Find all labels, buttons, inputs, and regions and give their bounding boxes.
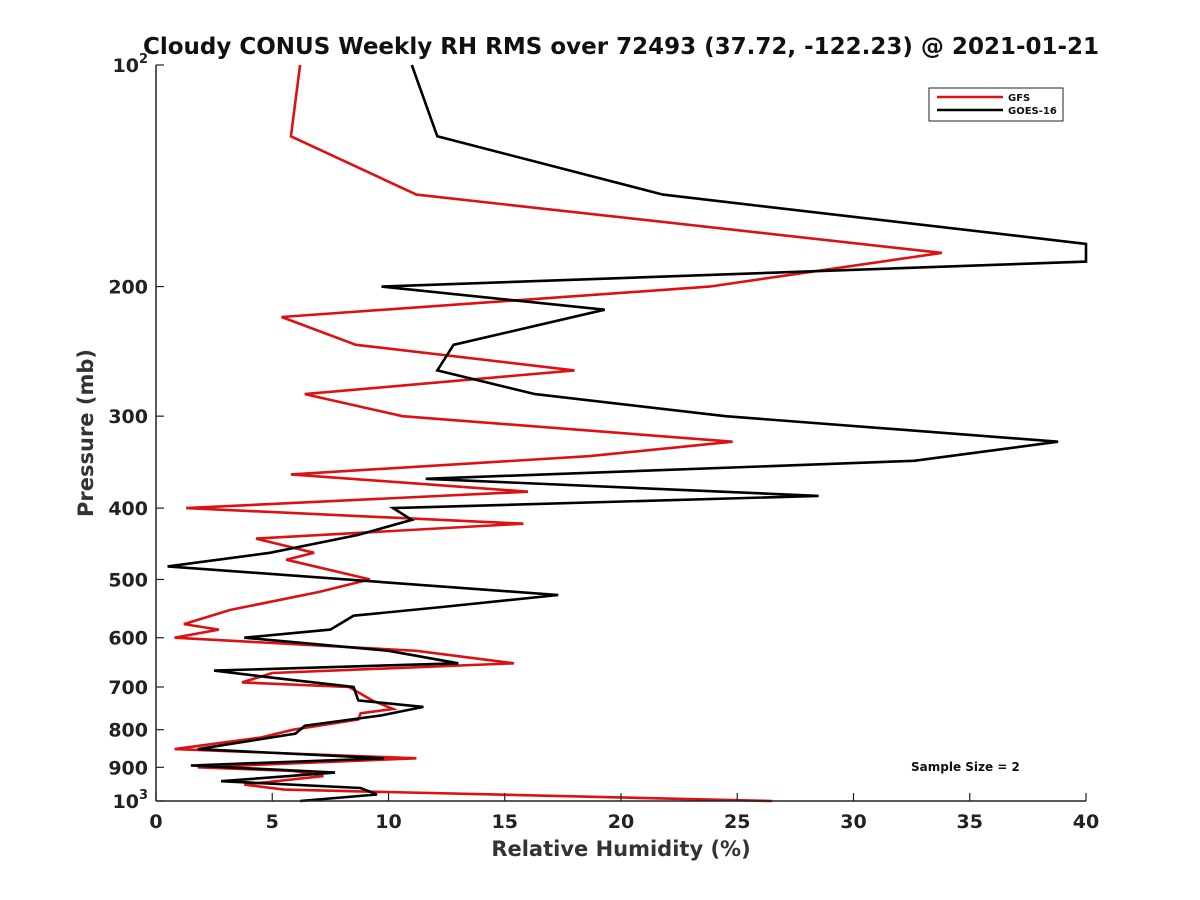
y-tick-label: 400 [108, 498, 148, 520]
y-tick-label: 800 [108, 720, 148, 742]
y-axis-label: Pressure (mb) [74, 349, 98, 517]
x-tick-label: 35 [957, 811, 983, 833]
series-layer [167, 64, 1088, 803]
y-tick-label: 300 [108, 406, 148, 428]
x-tick-label: 5 [266, 811, 279, 833]
y-tick-label: 900 [108, 757, 148, 779]
x-tick-label: 25 [724, 811, 750, 833]
y-axis-ticks: 102 200 300 400 500 600 700 800 900 103 [108, 52, 164, 813]
x-axis-ticks: 0 5 10 15 20 25 30 35 40 [149, 793, 1099, 833]
legend-label-goes16: GOES-16 [1008, 106, 1057, 117]
series-line-goes16 [167, 64, 1088, 803]
x-tick-label: 15 [492, 811, 518, 833]
y-tick-label: 103 [113, 788, 149, 813]
y-tick-label: 700 [108, 677, 148, 699]
x-tick-label: 40 [1073, 811, 1099, 833]
x-axis-label: Relative Humidity (%) [491, 837, 750, 861]
y-tick-label: 200 [108, 277, 148, 299]
y-tick-label: 102 [113, 52, 149, 77]
legend-label-gfs: GFS [1008, 93, 1030, 104]
y-tick-label: 500 [108, 569, 148, 591]
x-tick-label: 0 [149, 811, 162, 833]
y-tick-label: 600 [108, 628, 148, 650]
x-tick-label: 30 [840, 811, 866, 833]
x-tick-label: 20 [608, 811, 634, 833]
legend-box [928, 87, 1064, 122]
chart-title: Cloudy CONUS Weekly RH RMS over 72493 (3… [143, 34, 1099, 60]
legend: GFS GOES-16 [928, 87, 1064, 122]
series-line-gfs [174, 64, 943, 803]
x-tick-label: 10 [375, 811, 401, 833]
sample-size-annotation: Sample Size = 2 [911, 760, 1020, 774]
